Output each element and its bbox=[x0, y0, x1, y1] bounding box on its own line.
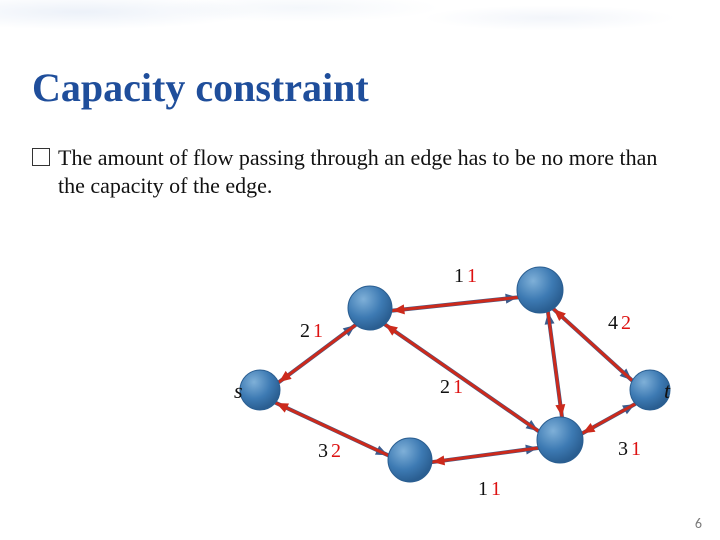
edge-label-a-b: 11 bbox=[454, 265, 477, 288]
node-label-s: s bbox=[234, 378, 243, 404]
edge-label-c-d: 11 bbox=[478, 478, 501, 501]
page-number: 6 bbox=[695, 515, 702, 532]
edge-label-s-c: 32 bbox=[318, 440, 341, 463]
edge-label-b-t: 42 bbox=[608, 312, 631, 335]
edge-label-s-a: 21 bbox=[300, 320, 323, 343]
node-label-t: t bbox=[664, 378, 670, 404]
slide: Capacity constraint The amount of flow p… bbox=[0, 0, 720, 540]
edge-label-d-t: 31 bbox=[618, 438, 641, 461]
flow-network-diagram bbox=[0, 0, 720, 540]
edge-label-a-d: 21 bbox=[440, 376, 463, 399]
